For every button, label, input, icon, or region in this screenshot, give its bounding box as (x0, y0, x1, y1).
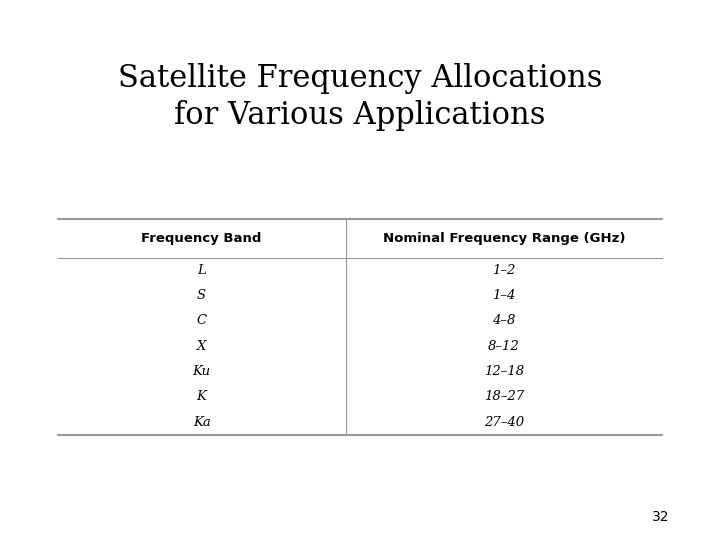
Text: S: S (197, 289, 206, 302)
Text: Ku: Ku (192, 365, 211, 378)
Text: Frequency Band: Frequency Band (141, 232, 262, 245)
Text: L: L (197, 264, 206, 276)
Text: 4–8: 4–8 (492, 314, 516, 327)
Text: 1–4: 1–4 (492, 289, 516, 302)
Text: X: X (197, 340, 207, 353)
Text: 32: 32 (652, 510, 670, 524)
Text: K: K (197, 390, 207, 403)
Text: C: C (197, 314, 207, 327)
Text: 12–18: 12–18 (484, 365, 524, 378)
Text: 18–27: 18–27 (484, 390, 524, 403)
Text: 8–12: 8–12 (488, 340, 520, 353)
Text: 1–2: 1–2 (492, 264, 516, 276)
Text: 27–40: 27–40 (484, 416, 524, 429)
Text: Ka: Ka (193, 416, 210, 429)
Text: Nominal Frequency Range (GHz): Nominal Frequency Range (GHz) (383, 232, 625, 245)
Text: Satellite Frequency Allocations
for Various Applications: Satellite Frequency Allocations for Vari… (118, 63, 602, 131)
